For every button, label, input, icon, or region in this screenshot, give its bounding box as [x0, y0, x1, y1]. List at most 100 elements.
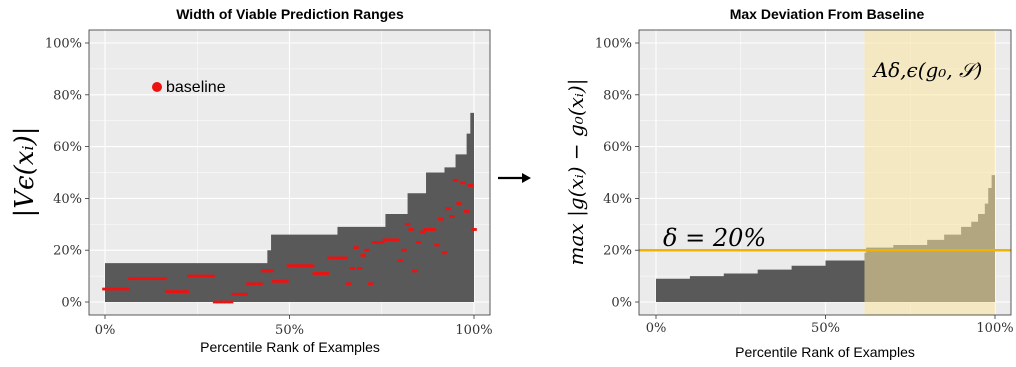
- baseline-point: [139, 277, 145, 281]
- baseline-point: [408, 228, 415, 231]
- left-chart-title: Width of Viable Prediction Ranges: [176, 6, 404, 22]
- baseline-point: [467, 184, 474, 187]
- baseline-legend-label: baseline: [166, 79, 226, 96]
- baseline-point: [164, 290, 171, 294]
- baseline-point: [216, 300, 223, 304]
- baseline-point: [242, 292, 249, 296]
- baseline-point: [349, 266, 356, 270]
- left-range-width-area: [105, 94, 474, 302]
- y-tick-label: 40%: [603, 192, 632, 207]
- y-tick-label: 60%: [603, 140, 632, 155]
- baseline-point: [412, 269, 418, 273]
- baseline-point: [223, 300, 230, 304]
- baseline-point: [113, 287, 119, 291]
- baseline-point: [297, 264, 304, 268]
- y-tick-label: 20%: [53, 244, 82, 259]
- baseline-point: [419, 230, 426, 234]
- baseline-point: [460, 181, 466, 185]
- baseline-point: [260, 269, 267, 273]
- baseline-point: [135, 277, 142, 281]
- baseline-point: [316, 272, 322, 275]
- baseline-point: [109, 287, 116, 291]
- baseline-point: [378, 241, 385, 244]
- right-chart-title: Max Deviation From Baseline: [730, 6, 925, 22]
- baseline-point: [286, 264, 293, 268]
- baseline-point: [375, 241, 381, 244]
- baseline-point: [330, 256, 337, 260]
- right-x-ticks: 0% 50% 100%: [646, 315, 1014, 336]
- baseline-point: [279, 279, 285, 283]
- baseline-point: [360, 253, 367, 257]
- baseline-point: [253, 282, 260, 286]
- baseline-point: [275, 279, 282, 283]
- baseline-point: [390, 238, 396, 242]
- baseline-point: [437, 217, 444, 221]
- baseline-point: [198, 274, 204, 278]
- baseline-point: [323, 272, 330, 275]
- baseline-point: [312, 272, 319, 275]
- baseline-point: [142, 277, 149, 281]
- baseline-point: [430, 228, 437, 231]
- baseline-point: [434, 243, 440, 247]
- baseline-legend-marker: [152, 82, 162, 92]
- baseline-point: [290, 264, 296, 268]
- baseline-point: [397, 259, 403, 262]
- baseline-point: [179, 290, 186, 294]
- left-chart: Width of Viable Prediction Ranges 0% 20% 4…: [10, 6, 493, 355]
- baseline-point: [452, 178, 459, 182]
- baseline-point: [404, 222, 411, 226]
- baseline-point: [246, 282, 252, 286]
- baseline-point: [441, 251, 448, 255]
- baseline-point: [364, 248, 370, 252]
- baseline-point: [146, 277, 153, 281]
- baseline-point: [426, 228, 433, 231]
- baseline-point: [401, 248, 407, 252]
- baseline-point: [201, 274, 208, 278]
- right-y-axis-label: max |g(xᵢ) − g₀(xᵢ)|: [564, 79, 589, 266]
- baseline-point: [386, 238, 392, 242]
- left-x-ticks: 0% 50% 100%: [95, 315, 493, 338]
- baseline-point: [382, 238, 389, 242]
- region-label: Aδ,ϵ(g₀, 𝒮): [872, 58, 983, 82]
- x-tick-label: 50%: [275, 323, 304, 338]
- baseline-point: [231, 292, 237, 296]
- y-tick-label: 80%: [603, 88, 632, 103]
- baseline-point: [183, 290, 189, 294]
- left-y-axis-label: |Vϵ(xᵢ)|: [10, 126, 40, 217]
- baseline-point: [209, 274, 215, 278]
- y-tick-label: 20%: [603, 244, 632, 259]
- baseline-point: [150, 277, 156, 281]
- left-x-axis-label: Percentile Rank of Examples: [200, 339, 380, 355]
- baseline-point: [157, 277, 164, 281]
- left-baseline-points: [102, 178, 477, 304]
- baseline-point: [345, 282, 352, 286]
- baseline-point: [327, 256, 333, 260]
- baseline-point: [124, 287, 130, 291]
- baseline-point: [220, 300, 226, 304]
- baseline-point: [367, 282, 374, 286]
- baseline-point: [449, 215, 455, 218]
- baseline-point: [463, 209, 470, 213]
- y-tick-label: 60%: [53, 140, 82, 155]
- baseline-point: [342, 256, 348, 260]
- baseline-point: [194, 274, 201, 278]
- baseline-point: [268, 269, 274, 273]
- baseline-point: [128, 277, 134, 281]
- x-tick-label: 100%: [976, 321, 1013, 336]
- baseline-point: [168, 290, 175, 294]
- baseline-point: [212, 300, 219, 304]
- baseline-point: [308, 264, 315, 268]
- baseline-point: [371, 241, 378, 244]
- baseline-point: [205, 274, 212, 278]
- baseline-point: [249, 282, 256, 286]
- arrow-icon: [498, 173, 531, 183]
- right-y-ticks: 0% 20% 40% 60% 80% 100%: [595, 37, 639, 311]
- baseline-point: [153, 277, 160, 281]
- baseline-point: [190, 274, 197, 278]
- threshold-label: δ = 20%: [663, 224, 766, 252]
- x-tick-label: 50%: [811, 321, 840, 336]
- baseline-point: [235, 292, 241, 296]
- right-panel-border: [638, 29, 1012, 316]
- baseline-point: [131, 277, 138, 281]
- baseline-point: [301, 264, 308, 268]
